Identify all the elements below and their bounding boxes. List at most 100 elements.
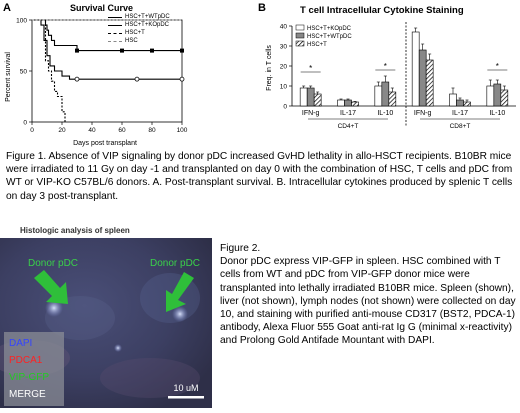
figure2-heading: Figure 2. (220, 243, 261, 254)
survival-legend-item: HSC+T (108, 29, 188, 37)
x-tick-label: 80 (148, 127, 156, 134)
gfp-cell-left (45, 299, 63, 317)
significance-star: * (309, 64, 312, 73)
scale-bar-label: 10 uM (173, 383, 198, 393)
survival-ylabel: Percent survival (5, 52, 12, 102)
legend-swatch (108, 16, 122, 18)
bar-HSC+T+WTpDC (344, 99, 352, 107)
legend-label: HSC+T+KOpDC (307, 26, 352, 32)
category-label: IFN-g (414, 110, 432, 117)
bar-HSC+T+KOpDC (449, 93, 457, 107)
y-tick-label: 40 (280, 23, 288, 30)
panel-a-letter: A (3, 2, 11, 14)
y-tick-label: 0 (283, 103, 287, 110)
survival-chart: 0 20 40 60 80 100 0 50 100 Percent survival Days… (5, 17, 188, 147)
legend-swatch (295, 40, 305, 47)
survival-marker (134, 76, 140, 82)
bar-HSC+T (351, 101, 359, 107)
cytokine-ylabel: Freq. in T cells (266, 45, 273, 91)
significance-star: * (496, 62, 499, 71)
legend-swatch (295, 24, 305, 31)
x-tick-label: 100 (177, 127, 188, 134)
legend-swatch (108, 32, 122, 34)
survival-chart-title: Survival Curve (70, 3, 134, 13)
bar-HSC+T+KOpDC (486, 85, 495, 107)
survival-marker (75, 48, 79, 53)
bar-HSC+T (388, 91, 397, 107)
legend-label: HSC+T (307, 42, 327, 48)
channel-legend-merge: MERGE (9, 389, 46, 400)
bar-HSC+T+WTpDC (493, 83, 502, 107)
survival-marker (74, 76, 80, 82)
donor-pdc-label-right: Donor pDC (150, 258, 200, 269)
y-tick-label: 0 (23, 119, 27, 126)
survival-legend-item: HSC+T+KOpDC (108, 21, 188, 29)
bar-HSC+T (500, 89, 509, 107)
figure1-caption: Figure 1. Absence of VIP signaling by do… (6, 151, 513, 202)
category-label: IL-17 (452, 110, 468, 117)
bar-HSC+T (425, 59, 434, 107)
bar-HSC+T+WTpDC (418, 49, 427, 107)
y-tick-label: 30 (280, 43, 288, 50)
bar-HSC+T+WTpDC (306, 87, 315, 107)
survival-legend-item: HSC+T+WTpDC (108, 13, 188, 21)
gfp-cell-right (172, 306, 188, 322)
survival-line-2 (32, 19, 66, 122)
bar-HSC+T+KOpDC (374, 85, 383, 107)
survival-marker (180, 48, 184, 53)
y-tick-label: 10 (280, 83, 288, 90)
legend-label: HSC+T+KOpDC (125, 22, 170, 28)
bar-HSC+T+WTpDC (381, 81, 390, 107)
bar-HSC+T+KOpDC (299, 87, 308, 107)
legend-label: HSC+T+WTpDC (307, 34, 352, 40)
x-tick-label: 20 (58, 127, 66, 134)
micrograph-title: Histologic analysis of spleen (20, 226, 130, 235)
arrow-icon (166, 272, 194, 312)
panel-b-letter: B (258, 2, 266, 14)
survival-xlabel: Days post transplant (73, 140, 137, 147)
legend-label: HSC+T (125, 30, 145, 36)
arrow-icon (34, 270, 68, 304)
y-tick-label: 50 (20, 68, 28, 75)
donor-pdc-label-left: Donor pDC (28, 258, 78, 269)
bar-HSC+T (463, 101, 471, 107)
channel-legend-vip-gfp: VIP-GFP (9, 372, 49, 383)
legend-box (4, 332, 64, 406)
category-label: IL-17 (340, 110, 356, 117)
bar-HSC+T+KOpDC (337, 99, 345, 107)
group-label: CD4+T (338, 123, 359, 130)
gfp-cell-small (114, 344, 122, 352)
bar-HSC+T (313, 93, 322, 107)
survival-legend: HSC+T+WTpDC HSC+T+KOpDC HSC+T HSC (108, 13, 188, 45)
category-label: IL-10 (377, 110, 393, 117)
x-tick-label: 60 (118, 127, 126, 134)
figure2-text: Donor pDC express VIP-GFP in spleen. HSC… (220, 256, 516, 347)
legend-swatch (108, 24, 122, 26)
survival-line-1 (32, 19, 182, 80)
category-label: IL-10 (489, 110, 505, 117)
channel-legend-dapi: DAPI (9, 338, 32, 349)
y-tick-label: 20 (280, 63, 288, 70)
x-tick-label: 40 (88, 127, 96, 134)
survival-marker (120, 48, 124, 53)
significance-star: * (384, 62, 387, 71)
legend-label: HSC (125, 38, 138, 44)
cytokine-chart: 0 10 20 30 40 IFN-g IL-17 IL-10 IFN-g IL-17 IL-10 C… (266, 22, 516, 130)
spleen-micrograph: Donor pDC Donor pDC DAPI PDCA1 VIP-GFP MERG… (0, 238, 212, 408)
channel-legend-pdca1: PDCA1 (9, 355, 43, 366)
survival-marker (150, 48, 154, 53)
y-tick-label: 100 (16, 17, 27, 24)
figure2-caption: Figure 2. Donor pDC express VIP-GFP in s… (220, 242, 518, 348)
category-label: IFN-g (302, 110, 320, 117)
legend-swatch (295, 32, 305, 39)
x-tick-label: 0 (30, 127, 34, 134)
group-label: CD8+T (450, 123, 471, 130)
bar-HSC+T+WTpDC (456, 99, 464, 107)
cytokine-chart-title: T cell Intracellular Cytokine Staining (300, 5, 464, 16)
survival-legend-item: HSC (108, 37, 188, 45)
legend-swatch (108, 40, 122, 42)
bar-HSC+T+KOpDC (411, 31, 420, 107)
legend-label: HSC+T+WTpDC (125, 14, 170, 20)
scale-bar (168, 396, 204, 399)
survival-marker (179, 76, 185, 82)
